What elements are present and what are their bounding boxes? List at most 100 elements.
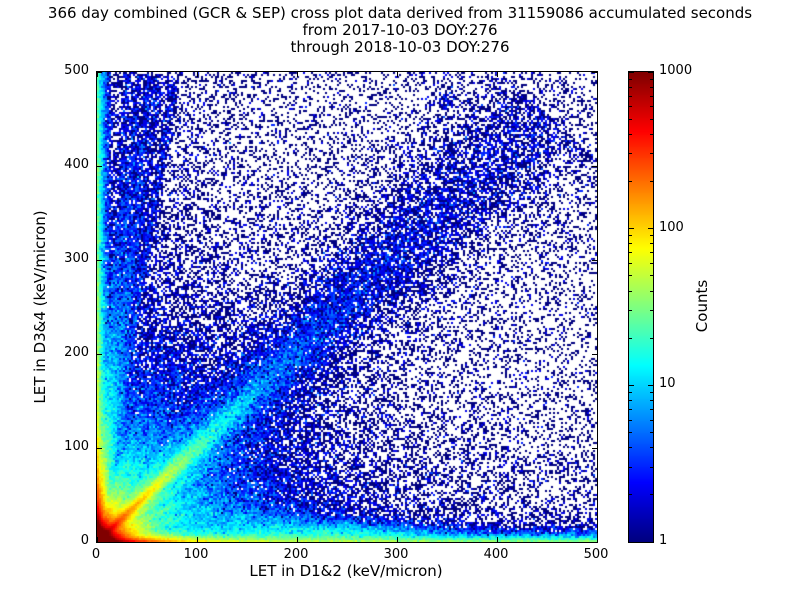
plot-area: [96, 71, 598, 543]
title-line-1: 366 day combined (GCR & SEP) cross plot …: [47, 4, 753, 22]
x-tick-mark: [496, 537, 498, 542]
colorbar-minor-tick-mark: [650, 392, 653, 393]
x-tick-mark: [96, 537, 98, 542]
colorbar-tick-label: 10: [659, 376, 676, 392]
y-tick-mark: [97, 71, 102, 73]
colorbar-minor-tick-mark: [629, 337, 632, 339]
colorbar-minor-tick-mark: [650, 95, 653, 97]
figure-title: 366 day combined (GCR & SEP) cross plot …: [0, 5, 800, 56]
colorbar-minor-tick-mark: [650, 400, 653, 402]
x-tick-label: 500: [583, 547, 609, 562]
colorbar-tick-mark: [648, 228, 653, 230]
colorbar-minor-tick-mark: [629, 275, 632, 277]
colorbar-minor-tick-mark: [650, 118, 653, 120]
colorbar-minor-tick-mark: [650, 133, 653, 135]
y-tick-label: 200: [64, 345, 89, 360]
colorbar-axis-label: Counts: [693, 279, 711, 333]
x-tick-mark: [596, 537, 598, 542]
y-tick-label: 400: [64, 157, 89, 172]
colorbar-minor-tick-mark: [650, 447, 653, 449]
colorbar-minor-tick-mark: [629, 310, 632, 312]
colorbar-minor-tick-mark: [629, 86, 632, 88]
colorbar-tick-mark: [648, 541, 653, 543]
colorbar-minor-tick-mark: [650, 243, 653, 245]
colorbar-minor-tick-mark: [629, 419, 632, 421]
colorbar-minor-tick-mark: [650, 494, 653, 496]
y-tick-mark: [592, 447, 597, 449]
colorbar-minor-tick-mark: [650, 153, 653, 155]
colorbar-minor-tick-mark: [650, 419, 653, 421]
colorbar-tick-mark: [629, 384, 634, 386]
colorbar-minor-tick-mark: [650, 466, 653, 468]
colorbar-tick-mark: [648, 384, 653, 386]
x-tick-mark: [396, 72, 398, 77]
colorbar-tick-label: 100: [659, 219, 684, 235]
y-tick-label: 0: [80, 533, 89, 548]
colorbar-tick-mark: [629, 541, 634, 543]
colorbar-tick-label: 1000: [659, 63, 693, 78]
colorbar-minor-tick-mark: [650, 252, 653, 254]
x-tick-label: 300: [383, 547, 409, 562]
colorbar-minor-tick-mark: [629, 400, 632, 402]
x-axis-label: LET in D1&2 (keV/micron): [249, 562, 443, 580]
colorbar-minor-tick-mark: [650, 235, 653, 237]
colorbar-minor-tick-mark: [650, 290, 653, 292]
colorbar-minor-tick-mark: [629, 153, 632, 155]
y-tick-mark: [592, 259, 597, 261]
colorbar-tick-mark: [648, 71, 653, 73]
colorbar-minor-tick-mark: [650, 86, 653, 88]
colorbar-minor-tick-mark: [650, 181, 653, 182]
colorbar-minor-tick-mark: [629, 133, 632, 135]
colorbar-minor-tick-mark: [629, 95, 632, 97]
x-tick-label: 400: [483, 547, 509, 562]
x-tick-mark: [196, 72, 198, 77]
x-tick-mark: [196, 537, 198, 542]
colorbar-canvas: [629, 72, 653, 542]
x-tick-mark: [596, 72, 598, 77]
colorbar-minor-tick-mark: [629, 252, 632, 254]
y-tick-mark: [97, 353, 102, 355]
y-tick-mark: [592, 71, 597, 73]
colorbar: [628, 71, 654, 543]
y-tick-mark: [592, 165, 597, 167]
colorbar-minor-tick-mark: [629, 392, 632, 393]
colorbar-minor-tick-mark: [629, 447, 632, 449]
colorbar-minor-tick-mark: [629, 235, 632, 237]
title-line-2: from 2017-10-03 DOY:276: [302, 21, 498, 39]
colorbar-minor-tick-mark: [650, 262, 653, 264]
y-tick-mark: [592, 541, 597, 543]
x-tick-mark: [296, 72, 298, 77]
y-axis-label: LET in D3&4 (keV/micron): [31, 210, 49, 404]
colorbar-minor-tick-mark: [629, 243, 632, 245]
colorbar-minor-tick-mark: [650, 275, 653, 277]
title-line-3: through 2018-10-03 DOY:276: [290, 38, 510, 56]
y-tick-label: 100: [64, 439, 89, 454]
colorbar-minor-tick-mark: [629, 494, 632, 496]
colorbar-minor-tick-mark: [629, 466, 632, 468]
colorbar-minor-tick-mark: [650, 431, 653, 433]
y-tick-mark: [592, 353, 597, 355]
colorbar-minor-tick-mark: [629, 118, 632, 120]
heatmap-canvas: [97, 72, 597, 542]
x-tick-label: 200: [283, 547, 309, 562]
x-tick-label: 100: [183, 547, 209, 562]
colorbar-minor-tick-mark: [650, 310, 653, 312]
colorbar-tick-label: 1: [659, 533, 668, 548]
colorbar-minor-tick-mark: [629, 431, 632, 433]
y-tick-mark: [97, 165, 102, 167]
colorbar-minor-tick-mark: [629, 106, 632, 108]
y-tick-mark: [97, 259, 102, 261]
colorbar-minor-tick-mark: [650, 106, 653, 108]
y-tick-mark: [97, 541, 102, 543]
colorbar-tick-mark: [629, 228, 634, 230]
x-tick-mark: [396, 537, 398, 542]
colorbar-minor-tick-mark: [629, 181, 632, 182]
y-tick-label: 500: [64, 63, 89, 78]
y-tick-mark: [97, 447, 102, 449]
colorbar-minor-tick-mark: [629, 290, 632, 292]
colorbar-minor-tick-mark: [629, 262, 632, 264]
colorbar-minor-tick-mark: [650, 78, 653, 80]
x-tick-mark: [496, 72, 498, 77]
colorbar-minor-tick-mark: [629, 78, 632, 80]
